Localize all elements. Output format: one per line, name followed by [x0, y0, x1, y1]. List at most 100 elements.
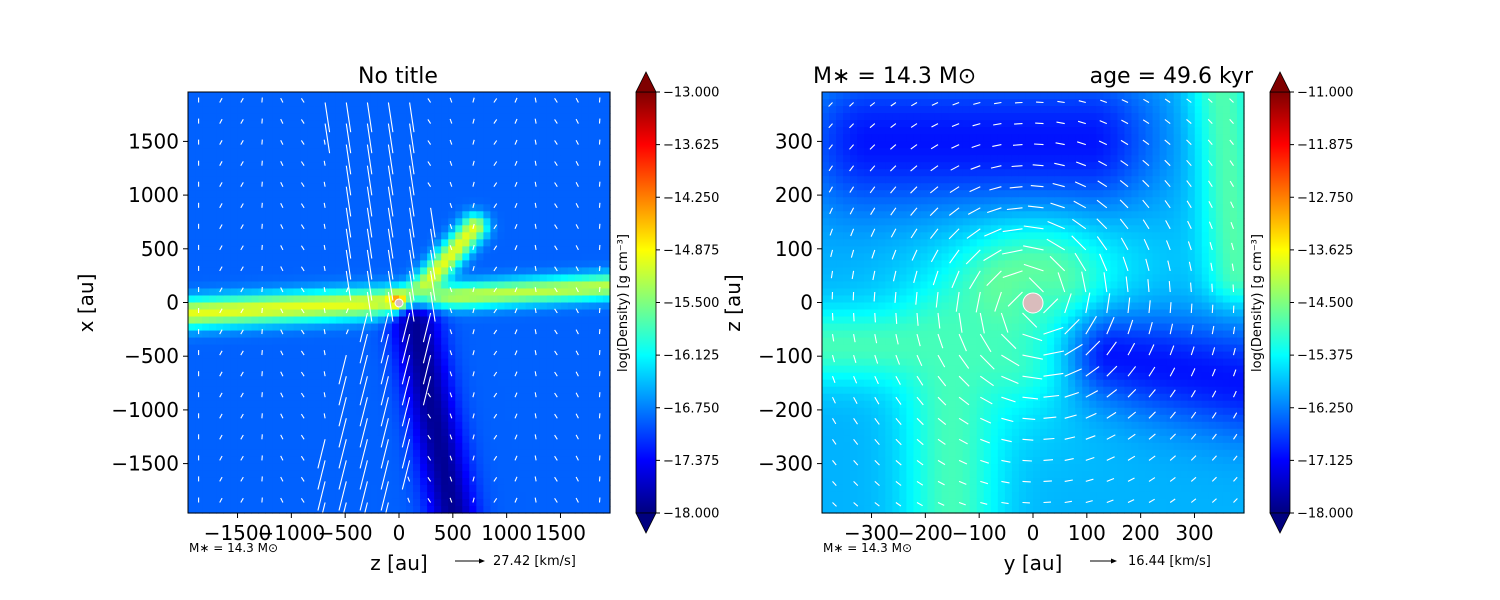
heatmap-cell: [836, 491, 844, 500]
heatmap-cell: [420, 190, 428, 198]
heatmap-cell: [574, 274, 583, 283]
heatmap-cell: [335, 113, 344, 121]
heatmap-cell: [279, 253, 288, 261]
heatmap-cell: [857, 351, 865, 360]
heatmap-cell: [864, 365, 872, 374]
heatmap-cell: [885, 309, 893, 318]
heatmap-cell: [857, 281, 865, 290]
velocity-arrow: [240, 392, 244, 398]
velocity-arrow: [280, 455, 284, 461]
heatmap-cell: [843, 344, 851, 353]
heatmap-cell: [223, 134, 231, 142]
heatmap-cell: [878, 414, 886, 423]
heatmap-cell: [490, 127, 499, 135]
heatmap-cell: [595, 120, 604, 128]
heatmap-cell: [300, 330, 309, 339]
heatmap-cell: [532, 470, 541, 479]
heatmap-cell: [525, 323, 534, 332]
heatmap-cell: [546, 358, 555, 367]
heatmap-cell: [406, 337, 414, 346]
heatmap-cell: [462, 239, 470, 247]
heatmap-cell: [504, 498, 513, 507]
heatmap-cell: [588, 239, 597, 247]
heatmap-cell: [391, 386, 400, 395]
heatmap-cell: [258, 267, 266, 276]
heatmap-cell: [843, 246, 851, 254]
heatmap-cell: [370, 442, 379, 451]
heatmap-cell: [560, 365, 569, 374]
heatmap-cell: [871, 449, 879, 458]
heatmap-cell: [370, 491, 379, 500]
heatmap-cell: [335, 428, 344, 437]
heatmap-cell: [434, 246, 442, 254]
heatmap-cell: [504, 414, 513, 423]
heatmap-cell: [553, 176, 562, 184]
heatmap-cell: [244, 232, 252, 240]
heatmap-cell: [497, 358, 506, 367]
heatmap-cell: [314, 442, 323, 451]
heatmap-cell: [300, 414, 309, 423]
heatmap-cell: [216, 120, 224, 128]
heatmap-cell: [581, 113, 590, 121]
heatmap-cell: [356, 428, 365, 437]
heatmap-cell: [363, 169, 372, 177]
colorbar-gradient: [635, 91, 657, 514]
velocity-arrow: [449, 371, 453, 377]
heatmap-cell: [843, 232, 851, 240]
heatmap-cell: [567, 456, 576, 465]
heatmap-cell: [462, 365, 470, 374]
heatmap-cell: [927, 218, 936, 226]
heatmap-cell: [836, 295, 844, 304]
velocity-arrow: [472, 287, 475, 293]
heatmap-cell: [476, 134, 484, 142]
heatmap-cell: [314, 141, 323, 149]
heatmap-cell: [272, 134, 281, 142]
heatmap-cell: [293, 309, 302, 318]
heatmap-cell: [822, 127, 830, 135]
heatmap-cell: [885, 456, 893, 465]
heatmap-cell: [265, 323, 273, 332]
heatmap-cell: [518, 365, 527, 374]
heatmap-cell: [286, 379, 295, 388]
heatmap-cell: [209, 351, 217, 360]
heatmap-cell: [920, 470, 929, 479]
heatmap-cell: [518, 190, 527, 198]
heatmap-cell: [878, 302, 886, 311]
heatmap-cell: [850, 190, 858, 198]
heatmap-cell: [581, 162, 590, 170]
heatmap-cell: [553, 99, 562, 107]
heatmap-cell: [272, 484, 281, 493]
heatmap-cell: [878, 169, 886, 177]
heatmap-cell: [497, 232, 506, 240]
heatmap-cell: [546, 281, 555, 290]
heatmap-cell: [920, 344, 929, 353]
heatmap-cell: [321, 176, 330, 184]
heatmap-cell: [602, 120, 611, 128]
heatmap-cell: [595, 232, 604, 240]
heatmap-cell: [539, 309, 548, 318]
heatmap-cell: [518, 141, 527, 149]
velocity-arrow: [401, 333, 411, 364]
heatmap-cell: [384, 148, 393, 156]
heatmap-cell: [216, 148, 224, 156]
heatmap-cell: [434, 120, 442, 128]
heatmap-cell: [836, 176, 844, 184]
heatmap-cell: [843, 225, 851, 233]
heatmap-cell: [588, 344, 597, 353]
heatmap-cell: [927, 92, 936, 100]
heatmap-cell: [920, 183, 929, 191]
heatmap-cell: [560, 344, 569, 353]
heatmap-cell: [427, 148, 435, 156]
heatmap-cell: [546, 106, 555, 114]
heatmap-cell: [356, 435, 365, 444]
heatmap-cell: [188, 414, 196, 423]
velocity-arrow: [575, 329, 579, 335]
heatmap-cell: [230, 113, 238, 121]
heatmap-cell: [822, 197, 830, 205]
heatmap-cell: [504, 267, 513, 276]
heatmap-cell: [843, 484, 851, 493]
heatmap-cell: [511, 274, 520, 283]
heatmap-cell: [427, 253, 435, 261]
heatmap-cell: [434, 92, 442, 100]
heatmap-cell: [427, 435, 435, 444]
